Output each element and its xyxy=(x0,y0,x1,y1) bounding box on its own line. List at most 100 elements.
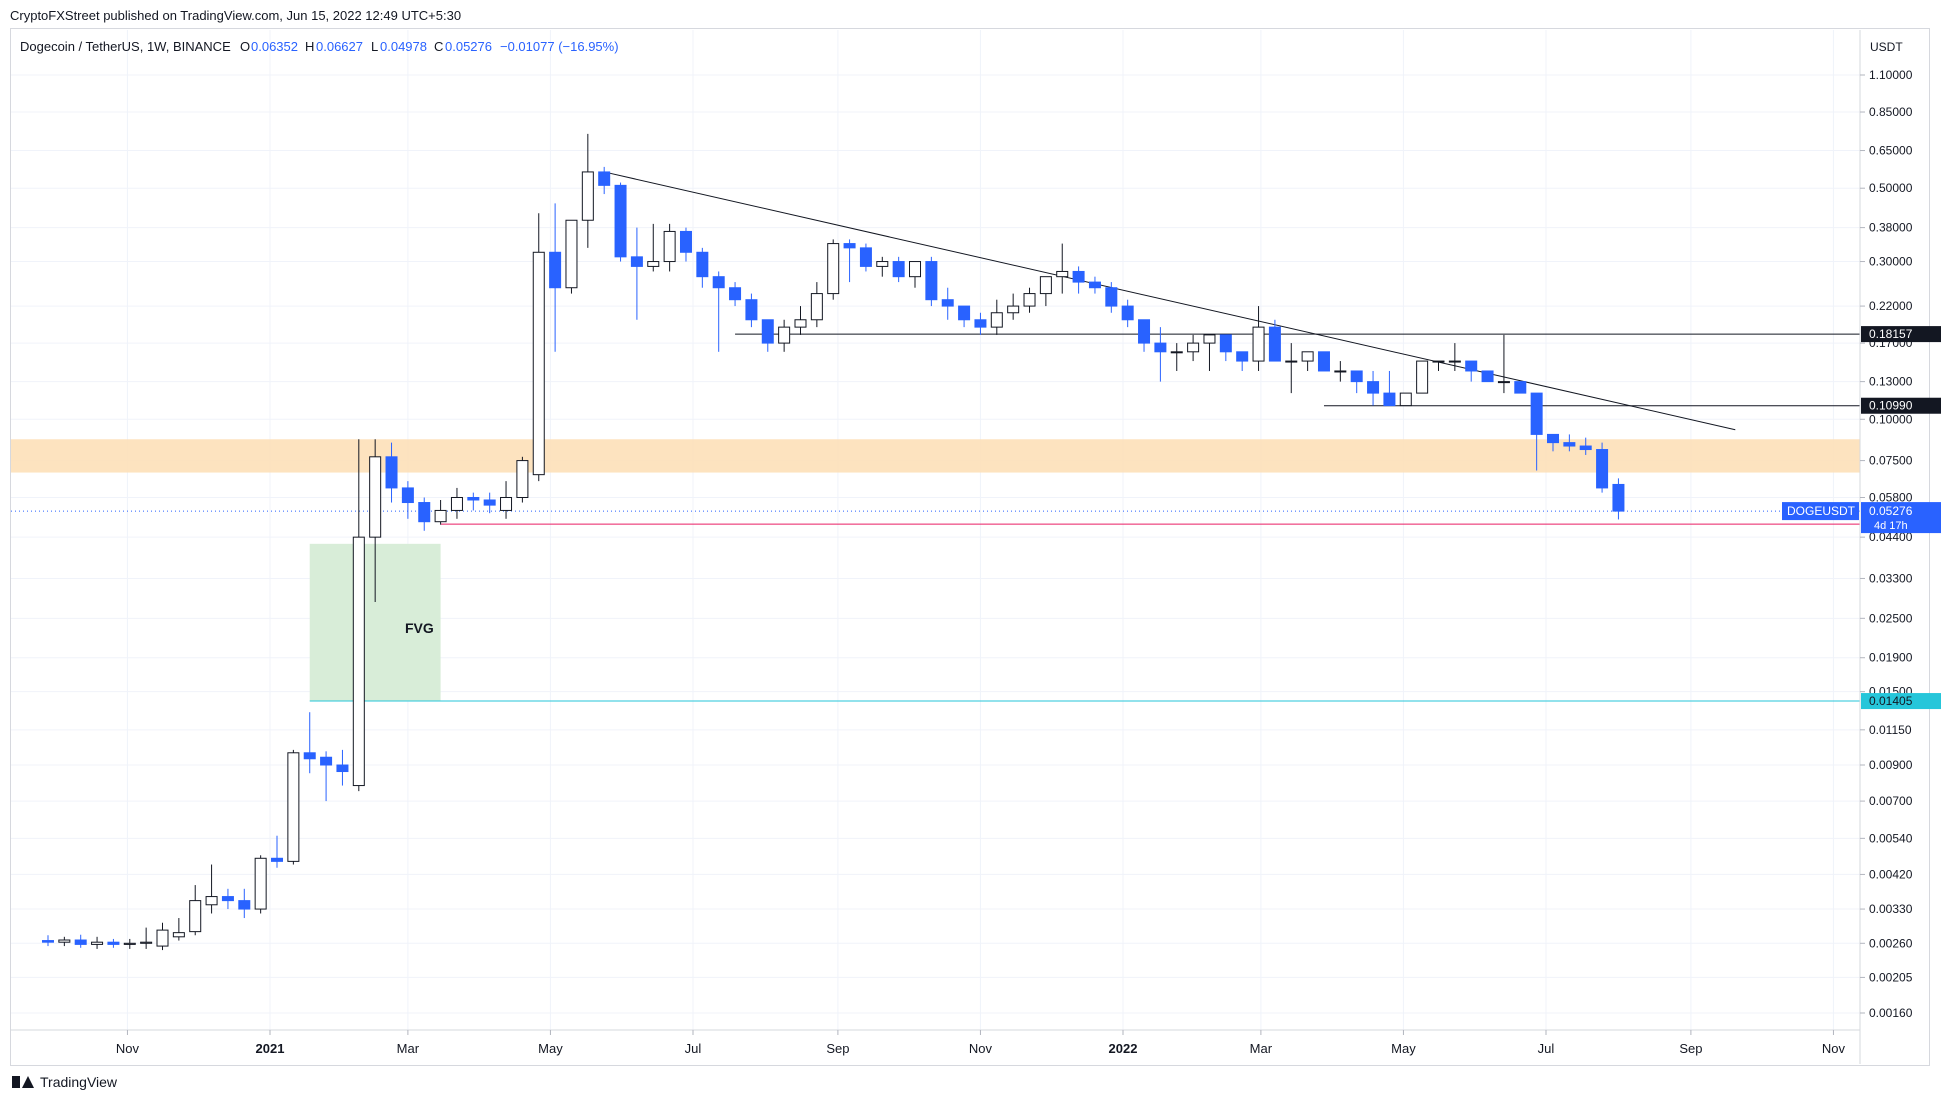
y-tick-label: 0.00420 xyxy=(1869,867,1913,881)
candle-up xyxy=(140,927,153,949)
candle-body xyxy=(1203,334,1216,344)
candle-down xyxy=(1317,351,1330,372)
candle-body xyxy=(859,247,872,267)
candle-down xyxy=(385,442,398,503)
candle-down xyxy=(221,888,234,910)
candle-up xyxy=(778,319,791,352)
candle-down xyxy=(1547,433,1560,452)
candle-body xyxy=(1170,351,1183,354)
x-tick-label: Mar xyxy=(1250,1041,1273,1056)
candle-down xyxy=(1481,370,1494,383)
x-tick-label: Nov xyxy=(116,1041,140,1056)
candle-up xyxy=(91,936,104,949)
candle-up xyxy=(1170,343,1183,371)
grid-lines xyxy=(11,30,1860,1030)
candle-body xyxy=(1301,351,1314,362)
candle-up xyxy=(254,855,267,914)
candle-up xyxy=(794,306,807,335)
candle-body xyxy=(1105,287,1118,307)
candle-up xyxy=(58,936,71,947)
y-tick-label: 0.03300 xyxy=(1869,571,1913,585)
candle-down xyxy=(1563,434,1576,452)
candle-body xyxy=(1579,445,1592,451)
candle-body xyxy=(630,256,643,267)
price-tag-2: 0.10990 xyxy=(1869,399,1913,413)
candle-body xyxy=(598,171,611,186)
supply-zone xyxy=(11,439,1860,473)
candle-up xyxy=(532,213,545,482)
candle-down xyxy=(1514,381,1527,394)
candle-up xyxy=(287,749,300,865)
candle-up xyxy=(1285,343,1298,394)
open-label: O xyxy=(240,39,250,54)
footer[interactable]: TradingView xyxy=(12,1074,117,1090)
y-tick-label: 0.38000 xyxy=(1869,221,1913,235)
candle-up xyxy=(909,261,922,288)
candle-up xyxy=(450,487,463,519)
x-tick-label: Nov xyxy=(1822,1041,1846,1056)
ohlc-readout: O 0.06352 H 0.06627 L 0.04978 C 0.05276 … xyxy=(240,39,619,54)
candle-body xyxy=(1138,319,1151,344)
candle-body xyxy=(58,939,71,943)
candle-body xyxy=(1023,293,1036,307)
candle-up xyxy=(1432,360,1445,371)
candle-up xyxy=(990,299,1003,335)
candle-body xyxy=(941,299,954,307)
x-tick-label: Nov xyxy=(969,1041,993,1056)
candle-body xyxy=(467,496,480,501)
candle-body xyxy=(925,261,938,301)
candle-down xyxy=(925,256,938,307)
candle-body xyxy=(1072,270,1085,283)
candle-body xyxy=(1497,381,1510,384)
candle-body xyxy=(696,251,709,278)
candle-down xyxy=(107,938,120,948)
candle-up xyxy=(581,133,594,248)
candle-up xyxy=(1416,360,1429,394)
candle-up xyxy=(1301,351,1314,371)
candle-body xyxy=(761,319,774,344)
candle-body xyxy=(1187,342,1200,353)
candle-down xyxy=(679,227,692,262)
candle-up xyxy=(565,219,578,294)
candle-body xyxy=(1350,370,1363,383)
last-price-ticker: DOGEUSDT xyxy=(1787,504,1856,518)
candle-up xyxy=(156,922,169,951)
candle-body xyxy=(271,857,284,862)
candle-body xyxy=(516,460,529,498)
x-tick-label: 2022 xyxy=(1109,1041,1138,1056)
candle-down xyxy=(41,935,54,947)
candle-body xyxy=(1416,360,1429,394)
candle-up xyxy=(810,282,823,328)
candle-body xyxy=(107,941,120,945)
candle-body xyxy=(892,261,905,278)
candles xyxy=(41,133,1625,951)
candle-body xyxy=(1514,381,1527,394)
x-tick-label: Jul xyxy=(1538,1041,1555,1056)
candle-down xyxy=(1154,327,1167,382)
candle-up xyxy=(1039,276,1052,307)
candle-down xyxy=(712,271,725,352)
candle-body xyxy=(221,896,234,902)
candle-body xyxy=(500,496,513,511)
candle-up xyxy=(1007,293,1020,320)
candle-body xyxy=(581,171,594,221)
annotation-zones xyxy=(11,439,1860,702)
x-tick-label: Sep xyxy=(1679,1041,1702,1056)
candle-body xyxy=(909,261,922,278)
candle-up xyxy=(1334,361,1347,382)
candle-up xyxy=(647,223,660,272)
high-value: 0.06627 xyxy=(316,39,363,54)
candle-body xyxy=(352,536,365,787)
candle-down xyxy=(1138,319,1151,352)
candle-down xyxy=(1367,370,1380,406)
candle-body xyxy=(679,230,692,253)
candle-down xyxy=(1579,437,1592,455)
price-tag-1-bg xyxy=(1861,326,1941,343)
candle-body xyxy=(1252,326,1265,362)
candle-up xyxy=(1056,243,1069,294)
y-tick-label: 0.22000 xyxy=(1869,299,1913,313)
candle-up xyxy=(172,918,185,941)
price-tag-2-bg xyxy=(1861,397,1941,414)
candle-body xyxy=(614,184,627,258)
